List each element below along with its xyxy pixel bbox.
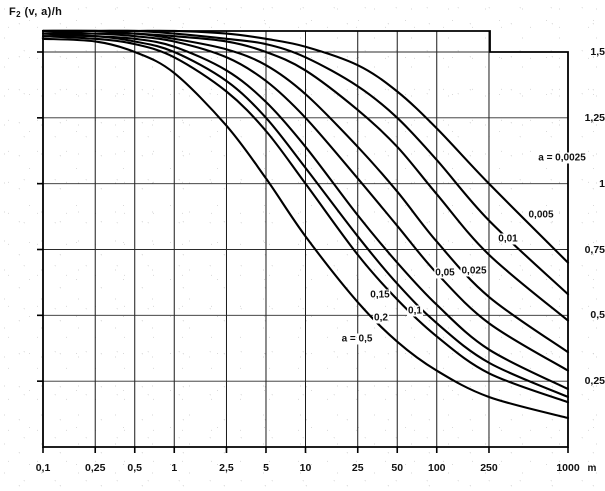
y-tick-label: 0,75 — [584, 243, 605, 256]
x-tick-label: 5 — [263, 462, 269, 474]
x-tick-label: 1000 — [556, 462, 580, 474]
data-curve — [41, 29, 570, 322]
x-tick-label: 50 — [391, 462, 404, 474]
curve-label: 0,01 — [497, 233, 519, 245]
x-tick-label: 10 — [299, 462, 312, 474]
curve-label: a = 0,0025 — [537, 152, 587, 164]
x-tick-label: 1 — [171, 462, 178, 474]
data-curve — [41, 37, 570, 420]
curve-label: 0,05 — [434, 267, 456, 279]
y-tick-label: 1,25 — [584, 111, 605, 124]
y-axis-label: F2 (v, a)/h — [9, 6, 62, 19]
y-axis-label-subscript: 2 — [16, 10, 21, 19]
curve-label: 0,005 — [527, 209, 555, 221]
data-curve — [41, 34, 570, 399]
curve-label: 0,2 — [373, 312, 389, 324]
x-tick-label: 100 — [427, 462, 446, 474]
y-tick-label: 1,5 — [590, 46, 605, 58]
curve-label: 0,15 — [369, 289, 391, 301]
y-tick-label: 0,25 — [584, 375, 605, 388]
x-tick-label: 0,25 — [85, 462, 106, 474]
curve-label: a = 0,5 — [340, 333, 374, 345]
x-tick-label: 250 — [480, 462, 498, 474]
x-tick-label: 2,5 — [219, 462, 234, 474]
data-curve — [41, 32, 570, 372]
data-curve — [41, 35, 570, 404]
x-tick-label: 0,1 — [35, 462, 51, 474]
data-curve — [41, 32, 570, 391]
y-tick-label: 1 — [599, 177, 605, 190]
x-tick-label: 25 — [351, 462, 364, 474]
x-tick-label: 0,5 — [127, 462, 143, 474]
data-curve — [41, 29, 570, 264]
curve-label: 0,025 — [460, 265, 488, 277]
y-tick-label: 0,5 — [590, 309, 605, 322]
curve-label: 0,1 — [407, 305, 423, 317]
y-axis-label-rest: (v, a)/h — [20, 6, 63, 18]
x-axis-unit: m — [587, 463, 597, 474]
y-axis-label-base: F — [9, 6, 17, 18]
